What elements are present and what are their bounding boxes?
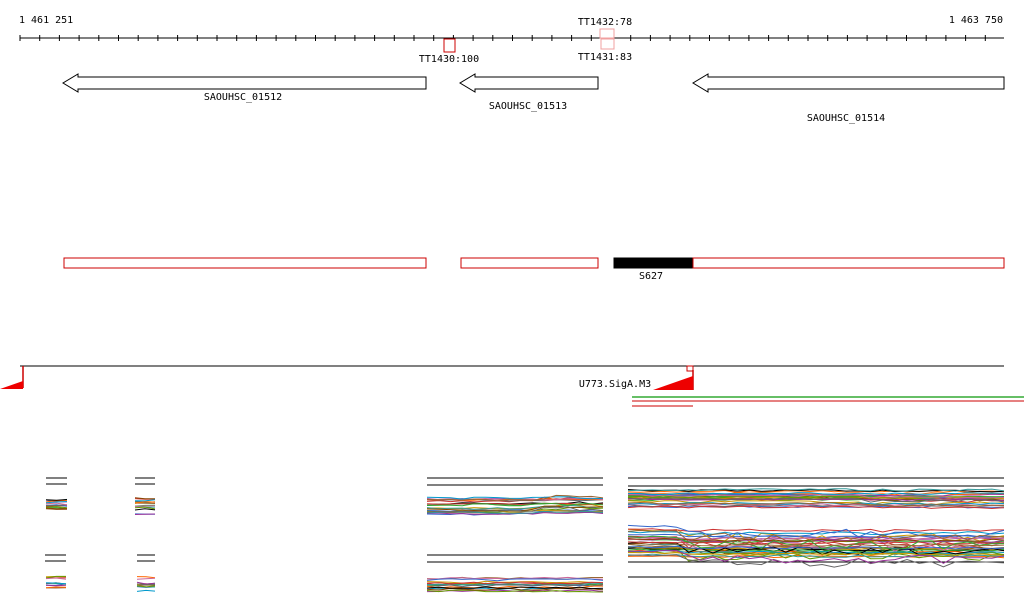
segment-box[interactable] — [460, 257, 599, 269]
expression-profile-line — [426, 582, 604, 586]
expression-profile-line — [627, 536, 1005, 541]
expression-profile-line — [627, 549, 1005, 564]
expression-panel — [134, 497, 156, 515]
expression-profile-line — [426, 586, 604, 590]
expression-profile-line — [627, 554, 1005, 568]
gene-label-saouhsc-01512: SAOUHSC_01512 — [204, 92, 282, 103]
expression-profile-line — [627, 551, 1005, 556]
gene-label-saouhsc-01513: SAOUHSC_01513 — [489, 101, 567, 112]
segment-label-s627: S627 — [639, 271, 663, 282]
expression-profile-line — [45, 499, 68, 501]
upshift-wedge-right — [653, 376, 693, 390]
expression-profile-line — [627, 535, 1005, 550]
expression-profile-line — [45, 575, 66, 579]
expression-profile-line — [426, 496, 604, 500]
terminator-label-tt1432: TT1432:78 — [578, 17, 632, 28]
expression-profile-line — [134, 500, 156, 504]
expression-panel-lower — [627, 524, 1005, 568]
expression-track — [45, 477, 1005, 593]
expression-profile-line — [136, 576, 156, 579]
expression-profile-line — [45, 586, 67, 589]
segment-box[interactable] — [692, 257, 1005, 269]
expression-profile-line — [134, 499, 156, 502]
expression-profile-line — [45, 584, 67, 587]
ruler-end-label: 1 463 750 — [949, 15, 1003, 26]
expression-profile-line — [136, 589, 156, 592]
gene-track: SAOUHSC_01512 SAOUHSC_01513 SAOUHSC_0151… — [62, 73, 1005, 124]
expression-profile-line — [426, 502, 604, 505]
expression-panel — [45, 575, 67, 589]
expression-profile-line — [45, 502, 68, 506]
expression-profile-line — [45, 501, 68, 504]
expression-profile-line — [627, 505, 1005, 510]
expression-profile-line — [45, 506, 68, 509]
expression-profile-line — [136, 583, 156, 586]
terminator-marker-tt1432[interactable] — [599, 28, 615, 39]
expression-profile-line — [426, 584, 604, 588]
segment-box[interactable] — [63, 257, 427, 269]
expression-profile-line — [627, 494, 1005, 499]
expression-panel — [426, 494, 604, 516]
expression-profile-line — [627, 528, 1005, 533]
terminator-marker-tt1430[interactable] — [443, 38, 456, 53]
expression-profile-line — [627, 550, 1005, 555]
expression-profile-line — [627, 538, 1005, 543]
expression-profile-line — [628, 492, 1005, 496]
expression-profile-line — [426, 587, 604, 591]
expression-profile-line — [45, 508, 68, 511]
ruler-start-label: 1 461 251 — [19, 15, 73, 26]
expression-profile-line — [426, 494, 604, 502]
coordinate-ruler: 1 461 251 1 463 750 — [19, 15, 1004, 41]
expression-panel-upper — [627, 488, 1005, 510]
expression-profile-line — [627, 488, 1005, 492]
expression-profile-line — [134, 513, 156, 515]
expression-profile-line — [134, 508, 156, 511]
expression-profile-line — [45, 582, 67, 585]
expression-profile-line — [426, 578, 604, 582]
upshift-track: U773.SigA.M3 — [0, 365, 1024, 407]
expression-profile-line — [426, 589, 604, 593]
ruler-ticks — [19, 35, 986, 41]
expression-profile-line — [45, 499, 68, 503]
expression-panel — [45, 498, 68, 511]
gene-label-saouhsc-01514: SAOUHSC_01514 — [807, 113, 885, 124]
expression-profile-line — [426, 502, 604, 507]
expression-panel — [426, 576, 604, 593]
upshift-label: U773.SigA.M3 — [579, 379, 651, 390]
expression-profile-line — [134, 497, 155, 500]
segment-box-s627-highlighted[interactable] — [613, 257, 694, 269]
upshift-wedge-left — [0, 381, 23, 389]
terminator-track: TT1430:100 TT1432:78 TT1431:83 — [419, 17, 632, 65]
expression-profile-line — [136, 577, 156, 580]
expression-profile-line — [627, 501, 1005, 508]
expression-profile-line — [627, 542, 1005, 547]
expression-profile-line — [426, 581, 604, 585]
expression-profile-line — [627, 497, 1005, 503]
segment-track: S627 — [63, 257, 1005, 282]
expression-profile-line — [45, 577, 67, 580]
expression-panel — [136, 576, 156, 592]
expression-profile-line — [45, 504, 68, 507]
expression-profile-line — [426, 504, 604, 510]
expression-profile-line — [627, 541, 1005, 556]
expression-profile-line — [627, 524, 1005, 538]
expression-profile-line — [136, 581, 156, 585]
gene-arrow-saouhsc-01512[interactable] — [62, 73, 427, 93]
expression-profile-line — [627, 537, 1005, 543]
expression-profile-line — [134, 505, 156, 507]
gene-arrow-saouhsc-01513[interactable] — [459, 73, 599, 93]
gene-arrow-saouhsc-01514[interactable] — [692, 73, 1005, 93]
terminator-label-tt1431: TT1431:83 — [578, 52, 632, 63]
terminator-marker-tt1431[interactable] — [600, 38, 615, 50]
expression-profile-line — [136, 585, 156, 588]
expression-profile-line — [426, 506, 604, 513]
terminator-label-tt1430: TT1430:100 — [419, 54, 479, 65]
expression-profile-line — [45, 507, 68, 510]
upshift-marker[interactable] — [686, 365, 694, 372]
expression-profile-line — [134, 506, 156, 510]
expression-profile-line — [627, 547, 1005, 562]
expression-profile-line — [426, 509, 604, 512]
